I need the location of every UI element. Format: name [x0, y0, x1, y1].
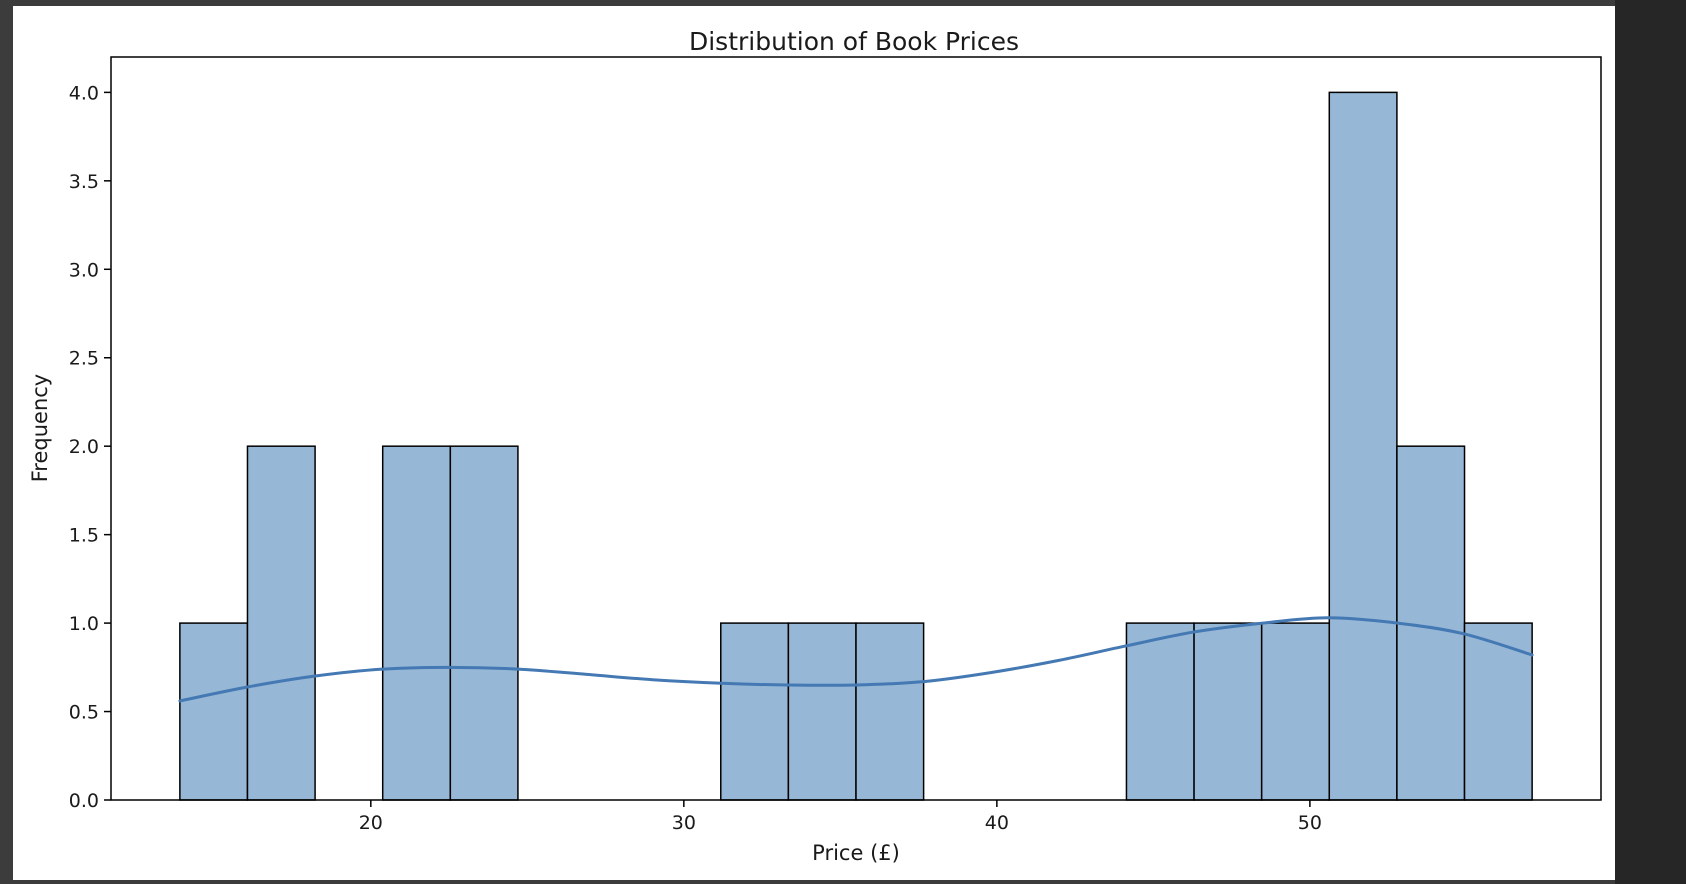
histogram-bar [381, 445, 452, 801]
bars-group [179, 91, 1533, 801]
y-tick-label: 4.0 [69, 82, 99, 104]
histogram-bar [1463, 622, 1533, 801]
y-tick-label: 2.5 [69, 348, 99, 370]
x-axis-label: Price (£) [812, 841, 900, 865]
histogram-bar [1328, 91, 1398, 801]
y-tick-label: 2.0 [69, 436, 99, 458]
y-tick-label: 3.0 [69, 259, 99, 281]
histogram-bar [179, 622, 249, 801]
histogram-bar [246, 445, 316, 801]
histogram-bar [1193, 622, 1263, 801]
y-tick-label: 0.5 [69, 702, 99, 724]
x-axis-ticks: 20 30 40 50 [359, 800, 1322, 834]
histogram-bar [720, 622, 790, 801]
chart-panel: Distribution of Book Prices 0.0 0.5 1.0 1.5… [13, 6, 1615, 880]
histogram-bar [449, 445, 519, 801]
x-tick-label: 30 [672, 812, 696, 834]
plot-area-frame [110, 56, 1602, 801]
x-tick-label: 50 [1298, 812, 1322, 834]
kde-line [178, 616, 1534, 703]
chart-title: Distribution of Book Prices [689, 27, 1019, 56]
x-tick-label: 40 [985, 812, 1009, 834]
histogram-bar [1125, 622, 1195, 801]
y-tick-label: 1.5 [69, 525, 99, 547]
y-axis-label: Frequency [28, 374, 52, 483]
y-tick-label: 1.0 [69, 613, 99, 635]
y-tick-label: 3.5 [69, 171, 99, 193]
histogram-chart: Distribution of Book Prices 0.0 0.5 1.0 1.5… [28, 27, 1602, 865]
histogram-bar [1260, 622, 1331, 801]
histogram-bar [787, 622, 857, 801]
x-tick-label: 20 [359, 812, 383, 834]
right-dark-strip [1615, 0, 1686, 884]
y-tick-label: 0.0 [69, 790, 99, 812]
y-axis-ticks: 0.0 0.5 1.0 1.5 2.0 2.5 3.0 3.5 4.0 [69, 82, 111, 812]
histogram-bar [855, 622, 925, 801]
